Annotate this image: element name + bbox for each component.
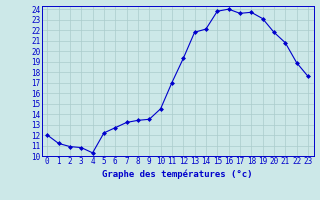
X-axis label: Graphe des températures (°c): Graphe des températures (°c) xyxy=(102,169,253,179)
